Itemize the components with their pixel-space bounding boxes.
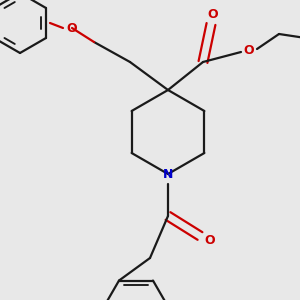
Text: O: O <box>244 44 254 56</box>
Text: N: N <box>163 167 173 181</box>
Text: O: O <box>205 235 215 248</box>
Text: O: O <box>67 22 77 34</box>
Text: O: O <box>208 8 218 22</box>
